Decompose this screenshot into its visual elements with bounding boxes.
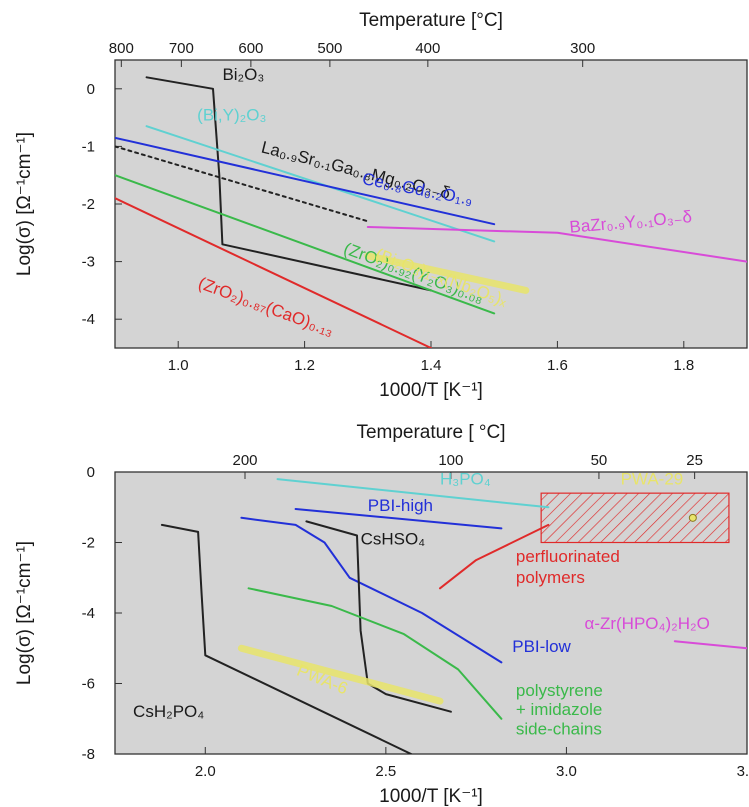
series-line-pbi-low <box>240 516 503 664</box>
series-line-pbi-high <box>294 508 503 530</box>
top-tick-label: 100 <box>438 452 463 469</box>
x-tick-label: 3.0 <box>556 763 577 780</box>
series-line-cshso <box>305 520 452 713</box>
series-line-zr-hpo-h-o <box>673 640 747 650</box>
series-line-unnamed-band <box>364 252 530 294</box>
x-tick-label: 1.0 <box>168 357 189 374</box>
series-label: PBI-low <box>512 637 571 656</box>
series-line-ce-gd-o <box>115 136 496 226</box>
series-line-csh-po <box>160 523 413 754</box>
x-tick-label: 3.5 <box>737 763 749 780</box>
series-line-perfluorinated-polymers <box>439 523 550 590</box>
y-tick-label: -2 <box>82 535 95 552</box>
series-label: CsH₂PO₄ <box>133 702 204 721</box>
y-tick-label: 0 <box>87 81 95 98</box>
series-label: polystyrene <box>516 681 603 700</box>
top-tick-label: 300 <box>570 40 595 57</box>
y-tick-label: 0 <box>87 464 95 481</box>
x-tick-label: 2.0 <box>195 763 216 780</box>
y-axis-title: Log(σ) [Ω⁻¹cm⁻¹] <box>14 541 35 685</box>
series-label: (Bi,Y)₂O₃ <box>197 105 266 124</box>
y-tick-label: -3 <box>82 254 95 271</box>
pwa-29-region <box>540 492 730 544</box>
series-line-h-po <box>276 478 550 509</box>
series-label: PBI-high <box>368 496 433 515</box>
chart-panel-1: 1.0 1.2 1.4 1.6 1.8 0 -1 -2 -3 -4 800 700 600 500 400 3… <box>14 10 748 401</box>
series-label: α-Zr(HPO₄)₂H₂O <box>584 614 709 633</box>
y-tick-label: -4 <box>82 605 95 622</box>
x-tick-label: 1.2 <box>294 357 315 374</box>
x-axis-title: 1000/T [K⁻¹] <box>379 380 483 401</box>
chart-panel-2: 2.0 2.5 3.0 3.5 0 -2 -4 -6 -8 200 100 50 25 1000/T [K… <box>14 422 749 807</box>
top-tick-label: 50 <box>591 452 608 469</box>
x-tick-label: 1.8 <box>673 357 694 374</box>
pwa-29-point <box>688 513 697 522</box>
y-axis-title: Log(σ) [Ω⁻¹cm⁻¹] <box>14 132 35 276</box>
top-tick-label: 500 <box>317 40 342 57</box>
y-tick-label: -2 <box>82 196 95 213</box>
top-tick-label: 400 <box>415 40 440 57</box>
y-tick-label: -8 <box>82 746 95 763</box>
series-line-zro-y-o <box>115 174 496 315</box>
top-tick-label: 800 <box>109 40 134 57</box>
y-tick-label: -1 <box>82 138 95 155</box>
x-tick-label: 2.5 <box>375 763 396 780</box>
top-tick-label: 700 <box>169 40 194 57</box>
top-tick-label: 25 <box>686 452 703 469</box>
series-label: H₃PO₄ <box>440 469 491 488</box>
series-label: polymers <box>516 568 585 587</box>
plot-series-group <box>115 76 747 348</box>
top-axis-title: Temperature [ °C] <box>356 422 505 443</box>
x-tick-label: 1.6 <box>547 357 568 374</box>
top-tick-label: 600 <box>238 40 263 57</box>
series-label: side-chains <box>516 720 602 739</box>
series-line-pwa-6 <box>237 644 444 705</box>
plot-area <box>114 59 748 349</box>
x-tick-label: 1.4 <box>421 357 442 374</box>
series-label: + imidazole <box>516 700 602 719</box>
series-line-bazr-y-o <box>366 226 747 263</box>
series-label: perfluorinated <box>516 547 620 566</box>
top-tick-label: 200 <box>232 452 257 469</box>
x-axis-title: 1000/T [K⁻¹] <box>379 786 483 807</box>
top-axis-title: Temperature [°C] <box>359 10 503 31</box>
plot-series-group <box>160 478 747 754</box>
series-label: CsHSO₄ <box>361 529 426 548</box>
series-label: Bi₂O₃ <box>222 65 264 84</box>
series-line-zro-cao <box>115 197 432 348</box>
y-tick-label: -4 <box>82 311 95 328</box>
y-tick-label: -6 <box>82 676 95 693</box>
series-line-bi-o <box>145 76 432 292</box>
series-line-polystyrene-imidazole-side-chains <box>247 587 503 720</box>
series-label: PWA-29 <box>621 469 684 488</box>
series-line-la-sr-ga-mg-o <box>115 145 369 223</box>
